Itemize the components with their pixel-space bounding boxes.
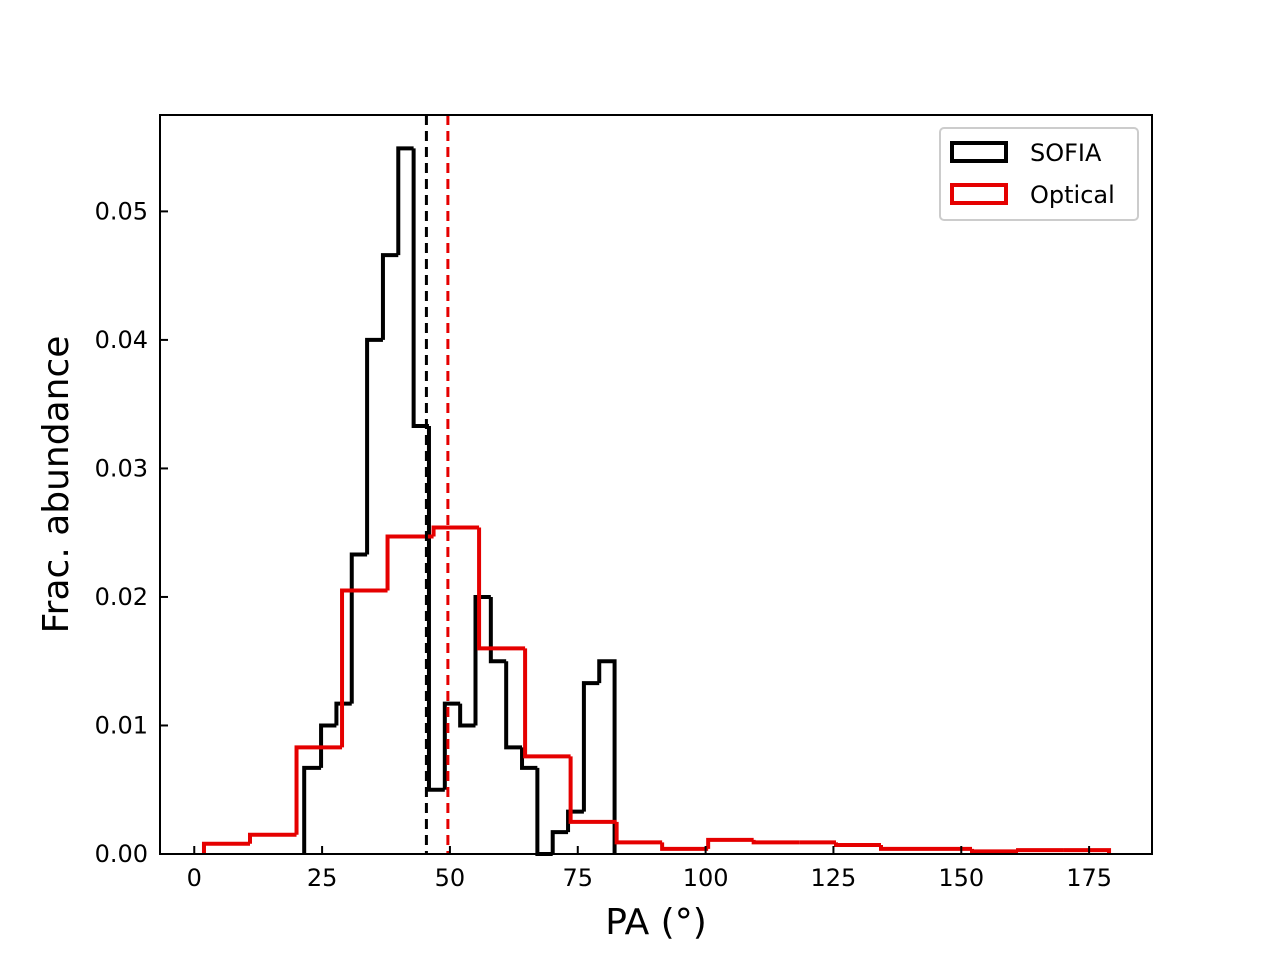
histogram-bin [597, 659, 617, 854]
histogram-bin [504, 661, 523, 750]
histogram-bin [349, 552, 368, 704]
histogram-bin [520, 747, 538, 770]
histogram-bin [706, 837, 754, 849]
histogram-bin [201, 841, 250, 854]
legend-label-optical: Optical [1030, 181, 1115, 209]
x-axis-ticks: 0 25 50 75 100 125 150 175 [187, 846, 1112, 892]
x-tick-label: 0 [187, 864, 202, 892]
legend-swatch-optical [950, 183, 1008, 205]
histogram-bin [442, 701, 461, 790]
histogram-bin [396, 146, 414, 256]
histogram-bin [477, 527, 526, 651]
y-tick-label: 0.03 [95, 454, 148, 482]
series-sofia [302, 146, 617, 856]
y-tick-label: 0.00 [95, 840, 148, 868]
x-tick-label: 125 [811, 864, 857, 892]
y-tick-label: 0.02 [95, 583, 148, 611]
histogram-bin [385, 534, 434, 591]
median-lines [424, 115, 450, 854]
series-optical [201, 525, 1112, 854]
legend-box [939, 127, 1139, 221]
legend-swatch-sofia [950, 141, 1008, 163]
y-tick-label: 0.01 [95, 711, 148, 739]
histogram-bin [426, 426, 445, 792]
histogram-bin [411, 148, 429, 429]
histogram-bin [566, 809, 584, 833]
histogram-bin [340, 588, 388, 748]
y-axis-ticks: 0.00 0.01 0.02 0.03 0.04 0.05 [95, 197, 168, 868]
histogram-bin [568, 756, 617, 824]
histogram-bin [660, 842, 709, 851]
histogram-bin [302, 765, 322, 854]
histogram-bin [581, 681, 600, 812]
x-tick-label: 150 [938, 864, 984, 892]
histogram-bin [878, 845, 927, 851]
histogram-bin [535, 767, 553, 856]
x-tick-label: 25 [307, 864, 338, 892]
histogram-bin [334, 701, 352, 726]
histogram-bin [833, 842, 881, 848]
histogram-bin [294, 745, 343, 835]
x-tick-label: 100 [683, 864, 729, 892]
histogram-bin [458, 703, 476, 728]
plot-frame [159, 114, 1153, 855]
histogram-bin [365, 337, 383, 555]
histogram-bin [1063, 848, 1112, 854]
histogram-bin [550, 830, 569, 854]
histogram-bin [523, 648, 571, 759]
x-tick-label: 50 [435, 864, 466, 892]
histogram-bin [380, 253, 399, 340]
histogram-bin [1016, 848, 1064, 853]
series-layer [201, 146, 1112, 856]
y-tick-label: 0.05 [95, 197, 148, 225]
histogram-bin [473, 594, 491, 726]
x-axis-label: PA (°) [605, 902, 707, 943]
x-tick-label: 175 [1066, 864, 1112, 892]
histogram-bin [488, 596, 507, 664]
histogram-bin [431, 525, 480, 537]
legend: SOFIA Optical [939, 127, 1139, 221]
histogram-bin [970, 848, 1019, 854]
x-tick-label: 75 [562, 864, 593, 892]
histogram-bin [614, 821, 663, 845]
legend-label-sofia: SOFIA [1030, 139, 1102, 167]
y-axis-label: Frac. abundance [36, 336, 77, 634]
histogram-bin [319, 723, 337, 768]
histogram-bin [247, 832, 297, 844]
y-tick-label: 0.04 [95, 326, 148, 354]
histogram-bin [751, 839, 800, 845]
